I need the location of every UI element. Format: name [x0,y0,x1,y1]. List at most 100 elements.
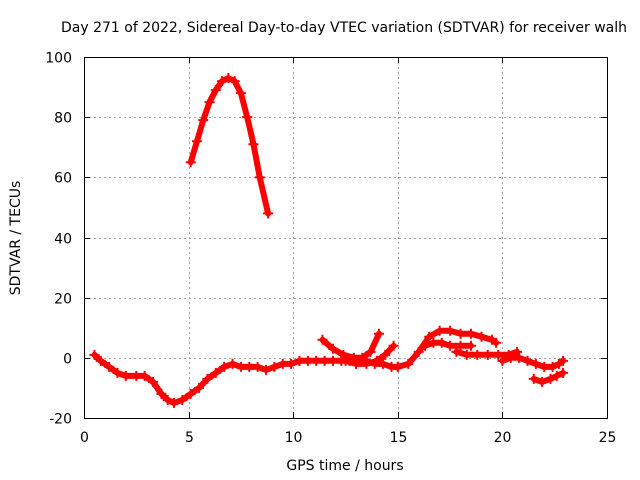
x-tick-label: 0 [80,430,89,446]
data-point [388,340,399,351]
data-point [204,97,215,108]
data-point [461,349,472,360]
data-point [361,358,372,369]
data-point [505,352,516,363]
data-point [185,157,196,168]
data-point [445,340,456,351]
data-point [466,340,477,351]
data-point [254,172,265,183]
data-series [89,73,569,408]
data-point [112,367,123,378]
data-point [482,349,493,360]
y-tick-label: 80 [54,111,72,127]
data-point [168,397,179,408]
series-arc-8 [497,352,569,372]
y-tick-label: 20 [54,292,72,308]
data-point [539,361,550,372]
data-point [286,358,297,369]
data-point [338,349,349,360]
data-point [191,136,202,147]
x-tick-label: 10 [285,430,303,446]
y-tick-label: 0 [63,352,72,368]
data-point [317,334,328,345]
series-arc-4 [340,340,399,369]
series-arc-6 [419,337,477,351]
data-point [248,139,259,150]
data-point [210,367,221,378]
data-point [235,361,246,372]
data-point [472,349,483,360]
data-point [547,361,558,372]
data-point [545,373,556,384]
data-point [269,361,280,372]
data-point [120,370,131,381]
data-point [162,394,173,405]
data-point [185,388,196,399]
data-point [177,394,188,405]
data-point [242,112,253,123]
data-point [530,358,541,369]
series-arc-9 [528,367,569,387]
data-point [95,355,106,366]
data-point [210,85,221,96]
data-point [350,358,361,369]
data-point [131,370,142,381]
data-point [491,337,502,348]
data-point [497,355,508,366]
data-point [455,328,466,339]
series-trace [187,75,272,217]
data-point [139,370,150,381]
data-point [436,337,447,348]
data-point [252,361,263,372]
x-tick-label: 15 [390,430,408,446]
axes: 0 5 10 15 20 25 -20 0 20 40 60 80 100 [45,51,616,447]
data-point [156,388,167,399]
data-point [327,355,338,366]
data-point [378,358,389,369]
series-arc-2 [185,73,274,219]
data-point [217,76,228,87]
x-tick-label: 5 [185,430,194,446]
x-tick-label: 20 [494,430,512,446]
x-tick-label: 25 [599,430,617,446]
chart-title: Day 271 of 2022, Sidereal Day-to-day VTE… [61,20,627,36]
data-point [455,340,466,351]
series-arc-3 [317,328,384,363]
series-trace [530,369,567,385]
data-point [294,355,305,366]
y-tick-label: -20 [49,412,72,428]
data-point [522,355,533,366]
data-point [244,361,255,372]
data-point [558,355,569,366]
data-point [194,382,205,393]
data-point [451,346,462,357]
data-point [445,325,456,336]
data-point [104,361,115,372]
data-point [235,88,246,99]
data-point [434,325,445,336]
data-point [311,355,322,366]
data-point [528,373,539,384]
data-point [419,340,430,351]
data-point [537,376,548,387]
y-tick-label: 60 [54,171,72,187]
data-point [371,355,382,366]
data-point [302,355,313,366]
data-point [365,346,376,357]
data-point [403,358,414,369]
data-point [219,361,230,372]
data-point [551,370,562,381]
y-tick-label: 40 [54,232,72,248]
data-point [198,115,209,126]
data-point [558,367,569,378]
data-point [319,355,330,366]
y-tick-label: 100 [45,51,72,67]
data-point [227,358,238,369]
data-point [428,337,439,348]
data-point [229,76,240,87]
x-axis-label: GPS time / hours [286,458,403,474]
data-point [514,352,525,363]
data-point [476,331,487,342]
data-point [340,355,351,366]
